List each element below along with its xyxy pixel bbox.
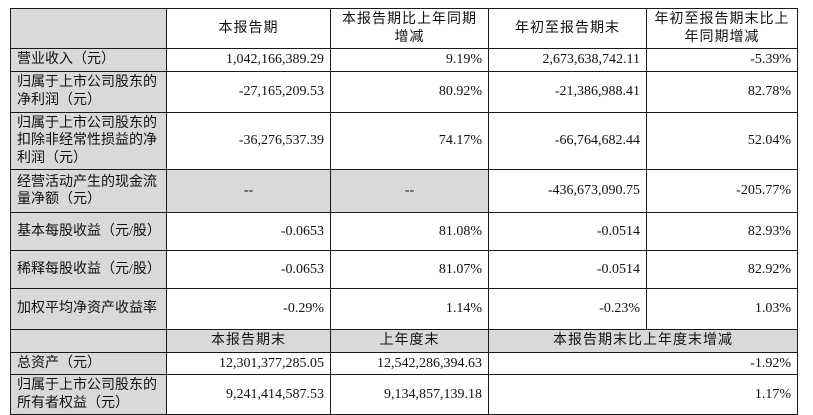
value-current-yoy: 74.17%: [330, 111, 489, 170]
value-ytd: -0.0514: [488, 250, 647, 289]
value-current-yoy-dash: --: [330, 169, 489, 213]
value-period-end: 9,241,414,587.53: [166, 374, 331, 415]
col-header-current-period-yoy: 本报告期比上年同期增减: [330, 8, 489, 49]
table-row-revenue: 营业收入（元） 1,042,166,389.29 9.19% 2,673,638…: [10, 48, 798, 72]
value-change: -1.92%: [488, 351, 798, 375]
value-ytd-yoy: 82.78%: [646, 70, 798, 113]
col-header-ytd: 年初至报告期末: [488, 8, 647, 49]
table-header-balance: 本报告期末 上年度末 本报告期末比上年度末增减: [10, 329, 798, 353]
row-label: 归属于上市公司股东的所有者权益（元）: [10, 374, 167, 415]
value-current: -0.0653: [166, 250, 331, 289]
value-ytd: -436,673,090.75: [488, 169, 647, 213]
value-current: 1,042,166,389.29: [166, 48, 331, 72]
value-period-end: 12,301,377,285.05: [166, 351, 331, 375]
value-ytd: -21,386,988.41: [488, 70, 647, 113]
row-label: 营业收入（元）: [10, 48, 167, 72]
row-label: 归属于上市公司股东的净利润（元）: [10, 70, 167, 113]
row-label: 归属于上市公司股东的扣除非经常性损益的净利润（元）: [10, 111, 167, 170]
row-label: 稀释每股收益（元/股）: [10, 250, 167, 289]
value-current: -36,276,537.39: [166, 111, 331, 170]
corner-cell: [10, 329, 167, 353]
table-row-net-profit-excl-nonrecurring: 归属于上市公司股东的扣除非经常性损益的净利润（元） -36,276,537.39…: [10, 111, 798, 170]
value-current: -0.0653: [166, 212, 331, 251]
value-prior-year-end: 12,542,286,394.63: [330, 351, 489, 375]
key-financial-indicators-table: 本报告期 本报告期比上年同期增减 年初至报告期末 年初至报告期末比上年同期增减 …: [10, 8, 798, 415]
value-current: -0.29%: [166, 288, 331, 330]
value-ytd: -0.23%: [488, 288, 647, 330]
value-ytd: -0.0514: [488, 212, 647, 251]
value-ytd-yoy: 82.93%: [646, 212, 798, 251]
table-row-basic-eps: 基本每股收益（元/股） -0.0653 81.08% -0.0514 82.93…: [10, 212, 798, 251]
col-header-current-period: 本报告期: [166, 8, 331, 49]
table-row-net-profit: 归属于上市公司股东的净利润（元） -27,165,209.53 80.92% -…: [10, 70, 798, 113]
value-ytd-yoy: 1.03%: [646, 288, 798, 330]
value-ytd-yoy: -5.39%: [646, 48, 798, 72]
value-current: -27,165,209.53: [166, 70, 331, 113]
value-ytd-yoy: 52.04%: [646, 111, 798, 170]
col-header-period-end-change: 本报告期末比上年度末增减: [488, 329, 798, 353]
value-ytd-yoy: -205.77%: [646, 169, 798, 213]
row-label: 经营活动产生的现金流量净额（元）: [10, 169, 167, 213]
value-ytd: 2,673,638,742.11: [488, 48, 647, 72]
value-prior-year-end: 9,134,857,139.18: [330, 374, 489, 415]
col-header-ytd-yoy: 年初至报告期末比上年同期增减: [646, 8, 798, 49]
value-ytd: -66,764,682.44: [488, 111, 647, 170]
table-row-equity-attributable: 归属于上市公司股东的所有者权益（元） 9,241,414,587.53 9,13…: [10, 374, 798, 415]
table-row-weighted-avg-roe: 加权平均净资产收益率 -0.29% 1.14% -0.23% 1.03%: [10, 288, 798, 330]
table-row-operating-cash-flow: 经营活动产生的现金流量净额（元） -- -- -436,673,090.75 -…: [10, 169, 798, 213]
col-header-prior-year-end: 上年度末: [330, 329, 489, 353]
table-header-period: 本报告期 本报告期比上年同期增减 年初至报告期末 年初至报告期末比上年同期增减: [10, 8, 798, 49]
corner-cell: [10, 8, 167, 49]
col-header-period-end: 本报告期末: [166, 329, 331, 353]
value-current-yoy: 81.08%: [330, 212, 489, 251]
value-ytd-yoy: 82.92%: [646, 250, 798, 289]
report-page: 本报告期 本报告期比上年同期增减 年初至报告期末 年初至报告期末比上年同期增减 …: [10, 8, 798, 415]
value-current-yoy: 9.19%: [330, 48, 489, 72]
value-current-yoy: 1.14%: [330, 288, 489, 330]
row-label: 加权平均净资产收益率: [10, 288, 167, 330]
row-label: 总资产（元）: [10, 351, 167, 375]
table-row-diluted-eps: 稀释每股收益（元/股） -0.0653 81.07% -0.0514 82.92…: [10, 250, 798, 289]
table-row-total-assets: 总资产（元） 12,301,377,285.05 12,542,286,394.…: [10, 351, 798, 375]
row-label: 基本每股收益（元/股）: [10, 212, 167, 251]
value-current-yoy: 80.92%: [330, 70, 489, 113]
value-change: 1.17%: [488, 374, 798, 415]
value-current-dash: --: [166, 169, 331, 213]
value-current-yoy: 81.07%: [330, 250, 489, 289]
